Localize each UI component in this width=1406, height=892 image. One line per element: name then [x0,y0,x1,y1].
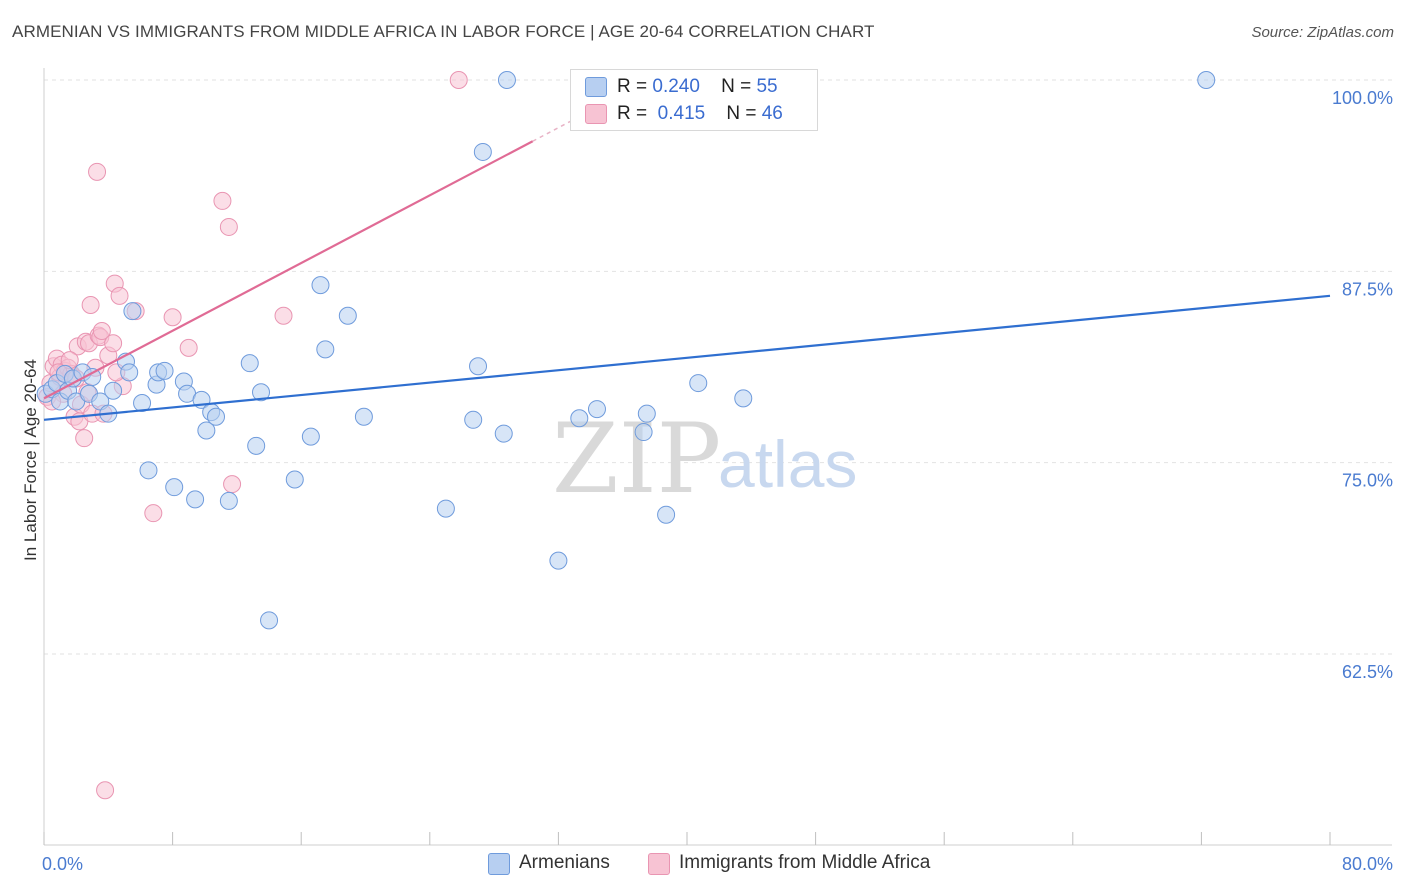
n-label: N = [726,103,757,124]
bottom-legend-swatch-pink [648,853,670,875]
point-middle-africa [219,217,238,236]
point-armenians [734,389,753,408]
point-armenians [285,470,304,489]
legend-stats-armenians: R = 0.240 N = 55 [617,76,778,98]
chart-title: ARMENIAN VS IMMIGRANTS FROM MIDDLE AFRIC… [12,22,875,41]
point-armenians [354,407,373,426]
point-middle-africa [144,504,163,523]
point-armenians [139,461,158,480]
series-armenians-points [36,71,1216,630]
legend-swatch-blue [585,77,607,97]
point-armenians [252,383,271,402]
point-middle-africa [213,191,232,210]
watermark-atlas: atlas [718,427,857,501]
point-armenians [634,423,653,442]
r-value: 0.240 [652,76,700,97]
n-value: 46 [761,103,783,124]
point-armenians [464,410,483,429]
r-label: R = [617,76,648,97]
y-axis-label: In Labor Force | Age 20-64 [21,359,40,561]
point-middle-africa [81,296,100,315]
point-armenians [316,340,335,359]
trend-lines [43,105,1331,421]
series-middle-africa-points [38,71,468,800]
bottom-legend-label-armenians: Armenians [519,852,610,873]
point-middle-africa [88,162,107,181]
watermark: ZIP atlas [552,403,857,515]
point-armenians [186,490,205,509]
x-tick-labels: 0.0% 80.0% [42,854,1393,874]
grid-lines [44,79,1392,655]
point-middle-africa [449,71,468,89]
trend-line-armenians [43,294,1331,421]
x-tick-label: 0.0% [42,854,83,874]
point-armenians [155,361,174,380]
r-value: 0.415 [657,103,706,124]
point-armenians [497,71,516,89]
y-tick-label: 62.5% [1342,662,1393,682]
point-middle-africa [92,322,111,341]
point-armenians [240,354,259,373]
n-value: 55 [756,76,778,97]
point-middle-africa [179,338,198,357]
point-armenians [1197,71,1216,89]
point-armenians [494,424,513,443]
y-tick-label: 100.0% [1332,88,1393,108]
x-tick-label: 80.0% [1342,854,1393,874]
point-armenians [338,306,357,325]
point-armenians [219,491,238,510]
bottom-legend-label-middle-africa: Immigrants from Middle Africa [679,852,931,873]
point-armenians [549,551,568,570]
point-armenians [657,505,676,524]
point-armenians [436,499,455,518]
point-armenians [473,142,492,161]
point-armenians [133,393,152,412]
point-armenians [123,302,142,321]
point-armenians [587,400,606,419]
point-armenians [570,409,589,428]
point-middle-africa [274,306,293,325]
y-tick-label: 87.5% [1342,279,1393,299]
legend-swatch-pink [585,104,607,124]
point-armenians [469,357,488,376]
r-label: R = [617,103,648,124]
legend-stats-middle-africa: R = 0.415 N = 46 [617,103,783,125]
bottom-legend-swatch-blue [488,853,510,875]
source-label: Source: ZipAtlas.com [1251,24,1394,41]
point-armenians [207,407,226,426]
trend-line-middle-africa [43,140,534,400]
point-middle-africa [75,429,94,448]
point-middle-africa [110,286,129,305]
point-armenians [120,363,139,382]
point-middle-africa [104,334,123,353]
point-armenians [247,436,266,455]
point-armenians [689,374,708,393]
point-armenians [165,478,184,497]
y-tick-label: 75.0% [1342,471,1393,491]
point-armenians [311,276,330,295]
point-armenians [301,427,320,446]
point-armenians [260,611,279,630]
y-tick-labels: 62.5% 75.0% 87.5% 100.0% [1332,88,1393,682]
point-middle-africa [223,475,242,494]
point-middle-africa [163,308,182,327]
axes [43,68,1392,846]
stats-legend: R = 0.240 N = 55 R = 0.415 N = 46 [570,69,818,131]
n-label: N = [721,76,752,97]
point-armenians [104,381,123,400]
point-armenians [197,421,216,440]
point-armenians [637,404,656,423]
point-middle-africa [96,781,115,800]
